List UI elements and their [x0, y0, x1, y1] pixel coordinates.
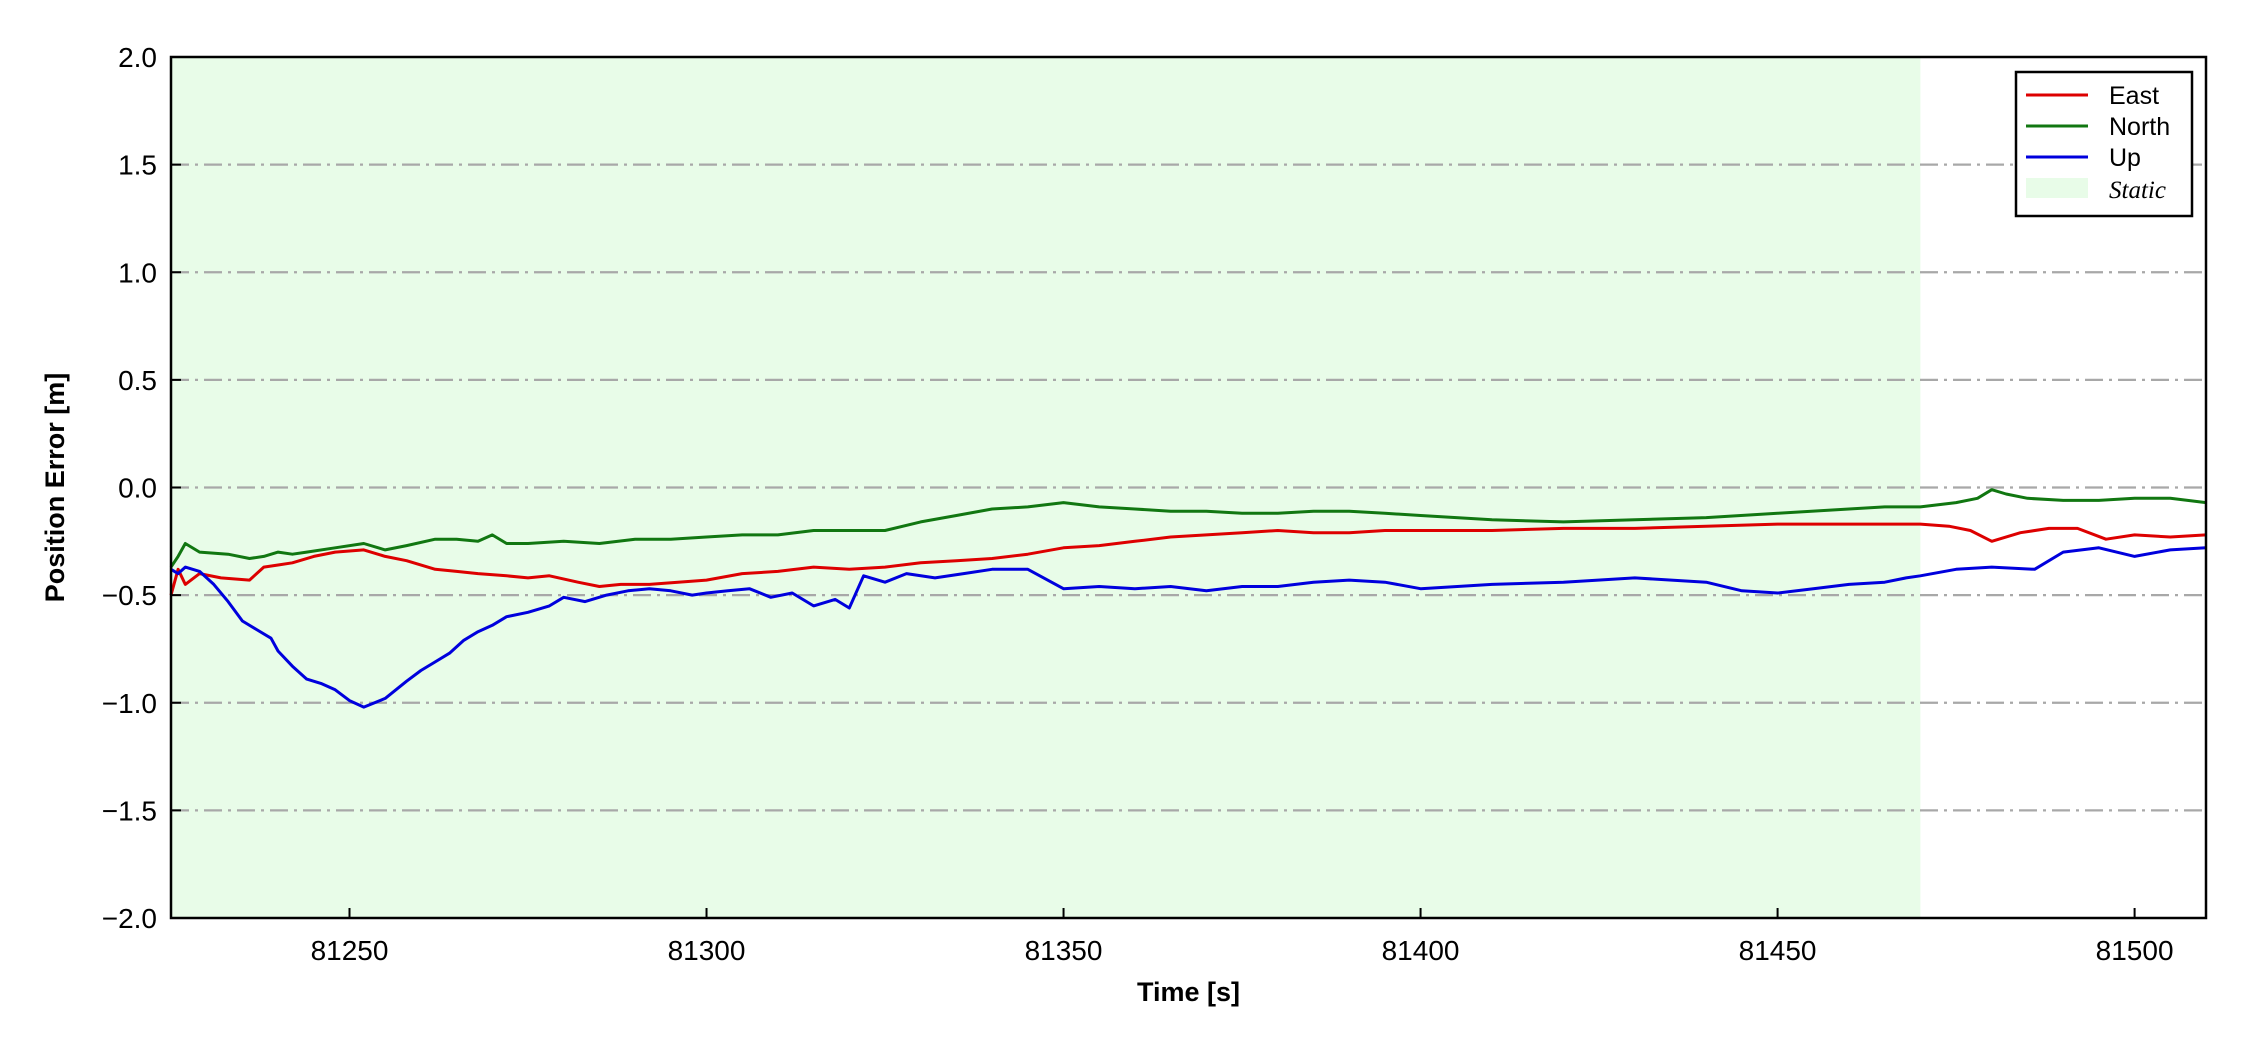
x-tick-label: 81250: [311, 935, 389, 966]
legend-label-north: North: [2109, 113, 2170, 141]
y-tick-label: 2.0: [118, 42, 157, 73]
series-line-up: [170, 546, 2207, 709]
grid-lines: [171, 163, 2206, 812]
series-line-north: [169, 488, 2207, 568]
legend-label-east: East: [2109, 82, 2159, 110]
x-tick-label: 81500: [2096, 935, 2174, 966]
x-axis-label: Time [s]: [1137, 977, 1240, 1007]
y-tick-label: 1.5: [118, 150, 157, 181]
series-line-east: [169, 522, 2207, 596]
x-tick-label: 81400: [1382, 935, 1460, 966]
x-tick-label: 81350: [1025, 935, 1103, 966]
y-tick-label: 0.5: [118, 365, 157, 396]
tick-marks: [171, 56, 2136, 919]
series-lines: [169, 488, 2207, 709]
legend-label-up: Up: [2109, 144, 2141, 172]
legend-swatch-static: [2026, 178, 2088, 198]
x-tick-labels: 81250 81300 81350 81400 81450 81500: [311, 935, 2174, 966]
legend-label-static: Static: [2109, 177, 2166, 204]
y-tick-label: 1.0: [118, 257, 157, 288]
y-tick-labels: 2.0 1.5 1.0 0.5 0.0 −0.5 −1.0 −1.5 −2.0: [102, 42, 157, 934]
y-axis-label: Position Error [m]: [40, 373, 70, 603]
y-tick-label: −1.5: [102, 795, 157, 826]
y-tick-label: 0.0: [118, 473, 157, 504]
x-tick-label: 81300: [668, 935, 746, 966]
y-tick-label: −2.0: [102, 903, 157, 934]
y-tick-label: −1.0: [102, 688, 157, 719]
y-tick-label: −0.5: [102, 580, 157, 611]
x-tick-label: 81450: [1739, 935, 1817, 966]
legend: East North Up Static: [2014, 70, 2194, 218]
